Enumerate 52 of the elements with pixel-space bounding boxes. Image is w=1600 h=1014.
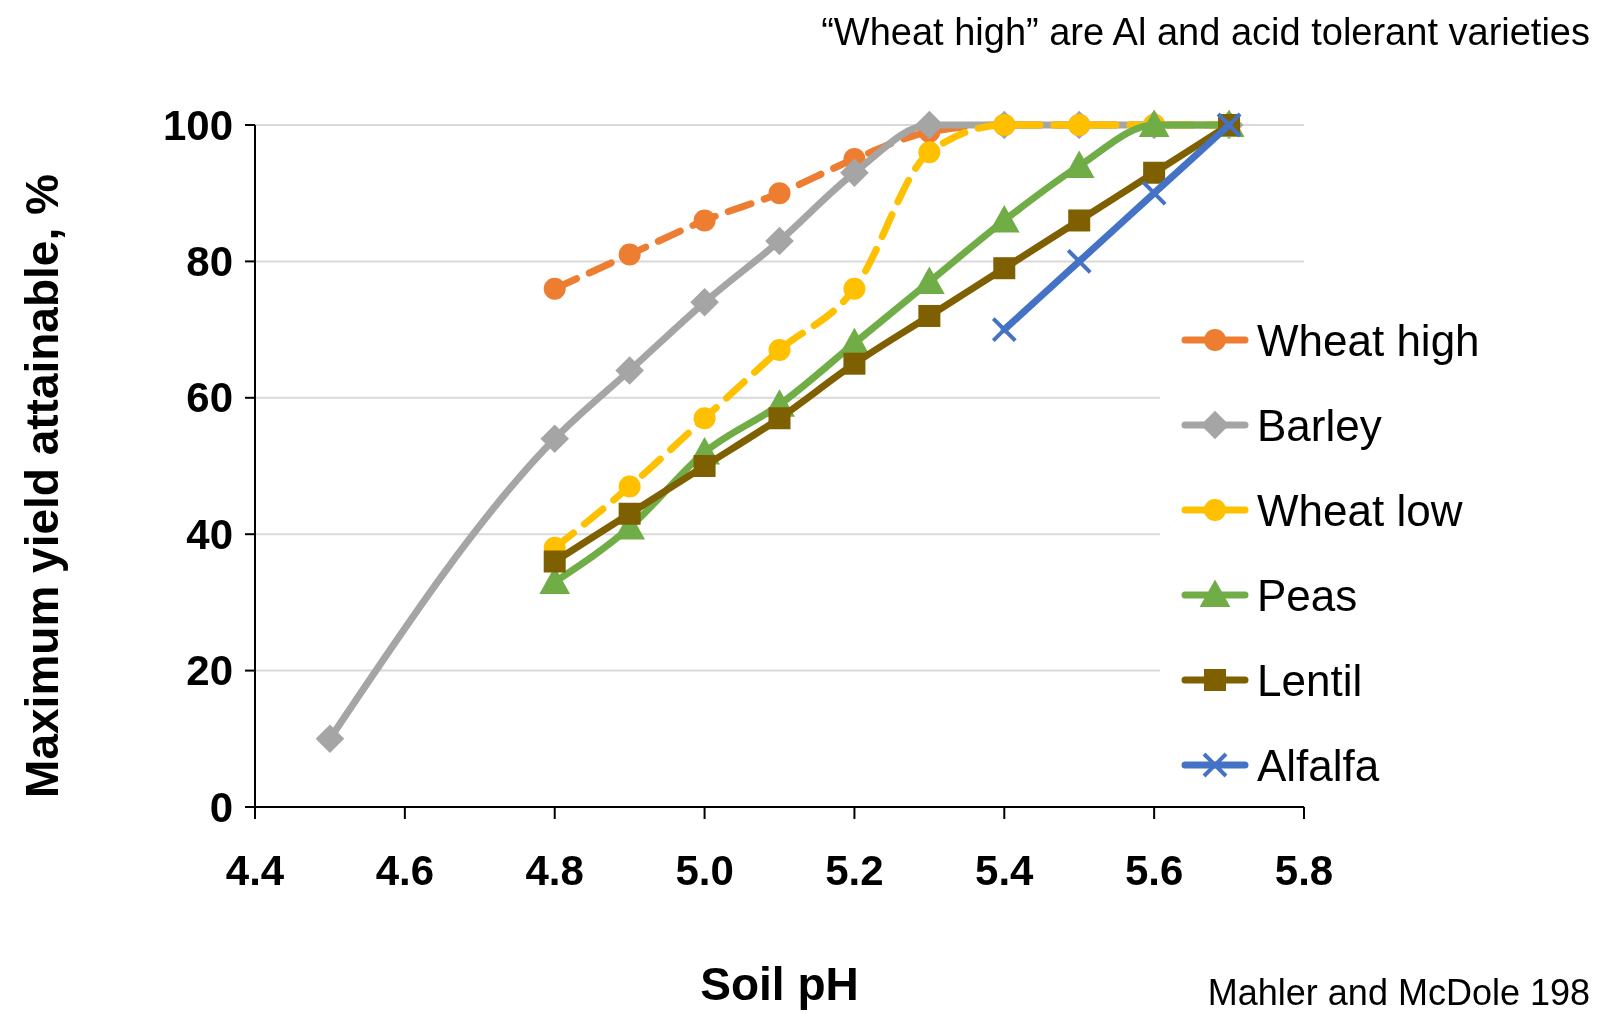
point	[690, 288, 719, 317]
x-tick-label: 5.4	[975, 847, 1035, 894]
point	[615, 356, 644, 385]
point	[993, 257, 1016, 280]
y-axis-title: Maximum yield attainable, %	[16, 174, 68, 798]
point	[540, 424, 570, 454]
x-tick-label: 4.4	[225, 847, 285, 894]
point	[1066, 248, 1093, 275]
x-tick-label: 5.2	[825, 847, 884, 894]
x-axis-title: Soil pH	[700, 958, 859, 1010]
y-tick-label: 0	[209, 783, 233, 831]
y-tick-label: 100	[162, 101, 233, 149]
point	[618, 243, 641, 266]
point	[915, 110, 944, 140]
point	[768, 339, 791, 362]
point	[918, 304, 941, 327]
point	[991, 316, 1018, 343]
y-tick-label: 80	[186, 237, 233, 285]
legend-label: Alfalfa	[1257, 740, 1380, 790]
text: “Wheat high” are Al and acid tolerant varieties	[821, 11, 1590, 53]
legend-label: Lentil	[1257, 655, 1363, 705]
point	[1141, 180, 1168, 207]
x-tick-label: 4.8	[525, 847, 584, 894]
point	[1143, 161, 1166, 184]
text: Mahler and McDole 198	[1207, 972, 1590, 1013]
x-tick-label: 5.0	[675, 847, 734, 894]
point	[843, 352, 866, 375]
x-tick-label: 4.6	[375, 847, 435, 894]
x-tick-label: 5.8	[1274, 847, 1334, 894]
point	[918, 141, 941, 164]
point	[693, 407, 716, 430]
legend-label: Wheat high	[1257, 315, 1480, 365]
point	[618, 502, 641, 525]
point	[765, 226, 794, 256]
point	[768, 407, 791, 430]
legend-label: Peas	[1257, 570, 1358, 620]
point	[693, 455, 716, 477]
y-tick-label: 20	[186, 647, 233, 695]
legend-label: Wheat low	[1257, 485, 1463, 535]
point	[1068, 209, 1091, 232]
point	[543, 277, 566, 300]
point	[543, 550, 566, 573]
x-tick-label: 5.6	[1124, 847, 1184, 894]
point	[768, 182, 791, 205]
point	[315, 724, 345, 754]
point	[618, 475, 641, 498]
y-tick-label: 60	[186, 374, 233, 422]
point	[843, 277, 866, 300]
y-tick-label: 40	[186, 510, 233, 558]
point	[693, 209, 716, 232]
legend-label: Barley	[1257, 400, 1382, 450]
point	[840, 158, 869, 188]
